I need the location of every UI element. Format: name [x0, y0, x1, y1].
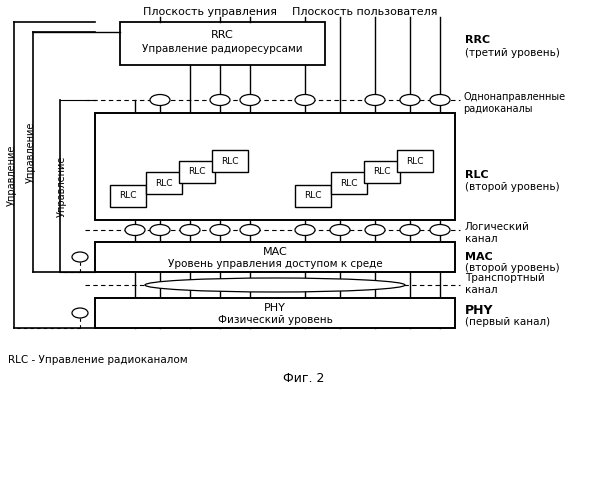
Ellipse shape	[400, 94, 420, 105]
Bar	[295, 185, 331, 207]
Text: Управление: Управление	[26, 121, 36, 183]
Text: RLC: RLC	[221, 157, 239, 166]
Text: (третий уровень): (третий уровень)	[465, 48, 560, 58]
Text: Однонаправленные
радиоканалы: Однонаправленные радиоканалы	[463, 92, 565, 114]
Bar	[110, 185, 146, 207]
Text: (первый канал): (первый канал)	[465, 317, 550, 327]
Bar	[95, 298, 455, 328]
Ellipse shape	[240, 225, 260, 236]
Ellipse shape	[295, 225, 315, 236]
Text: Логический
канал: Логический канал	[465, 222, 530, 244]
Text: (второй уровень): (второй уровень)	[465, 263, 560, 273]
Ellipse shape	[72, 308, 88, 318]
Text: RLC: RLC	[304, 192, 322, 201]
Text: Фиг. 2: Фиг. 2	[283, 371, 325, 385]
Ellipse shape	[72, 252, 88, 262]
Ellipse shape	[150, 225, 170, 236]
Text: PHY: PHY	[264, 303, 286, 313]
Text: Управление: Управление	[57, 155, 67, 217]
Text: RLC: RLC	[188, 168, 206, 177]
Bar	[331, 172, 367, 194]
Bar	[120, 22, 325, 65]
Bar	[146, 172, 182, 194]
Text: RLC: RLC	[119, 192, 137, 201]
Text: RRC: RRC	[465, 35, 490, 45]
Text: MAC: MAC	[262, 247, 287, 257]
Text: PHY: PHY	[465, 303, 493, 316]
Ellipse shape	[365, 94, 385, 105]
Ellipse shape	[365, 225, 385, 236]
Bar	[179, 161, 215, 183]
Text: RLC: RLC	[373, 168, 391, 177]
Ellipse shape	[400, 225, 420, 236]
Ellipse shape	[210, 94, 230, 105]
Bar	[212, 150, 248, 172]
Bar	[364, 161, 400, 183]
Bar	[397, 150, 433, 172]
Text: RLC: RLC	[406, 157, 424, 166]
Text: RLC: RLC	[465, 170, 488, 180]
Text: RLC - Управление радиоканалом: RLC - Управление радиоканалом	[8, 355, 188, 365]
Ellipse shape	[240, 94, 260, 105]
Ellipse shape	[145, 278, 405, 292]
Ellipse shape	[125, 225, 145, 236]
Bar	[95, 113, 455, 220]
Bar	[95, 242, 455, 272]
Ellipse shape	[295, 94, 315, 105]
Text: Плоскость пользователя: Плоскость пользователя	[292, 7, 438, 17]
Text: Транспортный
канал: Транспортный канал	[465, 273, 544, 295]
Ellipse shape	[150, 94, 170, 105]
Text: RLC: RLC	[340, 179, 357, 188]
Text: Управление радиоресурсами: Управление радиоресурсами	[142, 44, 303, 54]
Text: (второй уровень): (второй уровень)	[465, 182, 560, 192]
Text: Физический уровень: Физический уровень	[217, 315, 333, 325]
Text: Плоскость управления: Плоскость управления	[143, 7, 277, 17]
Text: Управление: Управление	[7, 144, 17, 206]
Ellipse shape	[330, 225, 350, 236]
Text: RRC: RRC	[211, 30, 234, 40]
Ellipse shape	[430, 94, 450, 105]
Text: Уровень управления доступом к среде: Уровень управления доступом к среде	[167, 259, 382, 269]
Ellipse shape	[210, 225, 230, 236]
Ellipse shape	[180, 225, 200, 236]
Text: RLC: RLC	[155, 179, 173, 188]
Ellipse shape	[430, 225, 450, 236]
Text: MAC: MAC	[465, 252, 493, 262]
